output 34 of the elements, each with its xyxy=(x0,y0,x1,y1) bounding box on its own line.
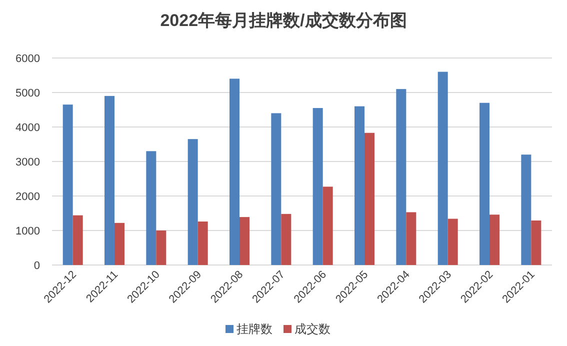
bar xyxy=(230,78,240,265)
bar xyxy=(322,186,333,265)
bar xyxy=(146,151,156,265)
bar xyxy=(156,230,166,265)
y-tick-label: 6000 xyxy=(16,53,40,65)
bar xyxy=(188,139,198,265)
y-tick-label: 5000 xyxy=(16,88,40,100)
bar xyxy=(490,214,500,265)
y-tick-label: 1000 xyxy=(16,226,40,238)
bar xyxy=(240,217,250,265)
y-tick-label: 2000 xyxy=(16,191,40,203)
y-tick-label: 4000 xyxy=(16,122,40,134)
legend-label: 挂牌数 xyxy=(236,322,272,336)
bar xyxy=(114,222,124,265)
bar xyxy=(396,89,406,265)
y-tick-label: 0 xyxy=(34,260,40,272)
bar xyxy=(72,215,83,265)
bar xyxy=(521,154,532,265)
bar xyxy=(406,212,416,265)
chart-title: 2022年每月挂牌数/成交数分布图 xyxy=(160,11,407,30)
bar xyxy=(198,222,208,265)
bar xyxy=(281,214,292,265)
bar xyxy=(104,96,114,265)
bar xyxy=(531,220,542,265)
bar xyxy=(354,106,364,265)
bar xyxy=(364,132,374,265)
bar xyxy=(438,72,448,265)
bar xyxy=(480,102,490,265)
y-tick-label: 3000 xyxy=(16,156,40,168)
bar xyxy=(271,113,282,265)
bar xyxy=(448,218,458,265)
bar xyxy=(312,108,323,265)
legend-label: 成交数 xyxy=(294,322,330,336)
bar xyxy=(62,104,73,265)
